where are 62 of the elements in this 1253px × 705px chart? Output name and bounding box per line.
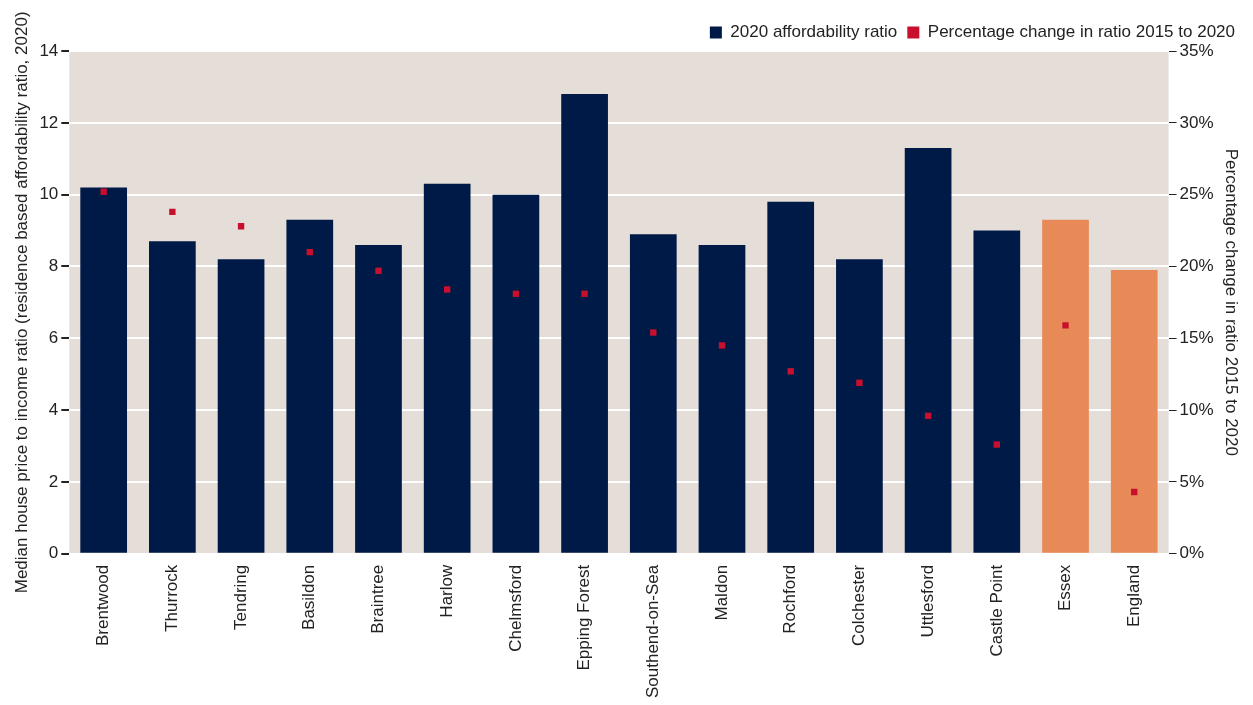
x-tick-label: Essex <box>1055 564 1075 612</box>
bar <box>355 244 402 553</box>
x-tick-label: Basildon <box>299 564 319 630</box>
y2-tick-label: 15% <box>1179 327 1214 347</box>
y-tick-label: 12 <box>39 112 59 132</box>
y-tick-label: 14 <box>39 40 59 60</box>
point <box>444 286 451 293</box>
x-tick-label: England <box>1123 564 1143 628</box>
point <box>1062 322 1069 329</box>
legend-label: 2020 affordability ratio <box>730 22 898 42</box>
bar <box>767 201 815 553</box>
x-tick-label: Braintree <box>368 564 388 634</box>
y2-axis-title: Percentage change in ratio 2015 to 2020 <box>1222 148 1242 456</box>
y2-tick-label: 30% <box>1179 112 1214 132</box>
x-tick-label: Brentwood <box>93 564 113 647</box>
bar <box>80 187 128 553</box>
bar <box>836 259 883 553</box>
bar <box>492 194 540 553</box>
point <box>169 208 176 216</box>
bar <box>1042 219 1089 553</box>
y-tick-label: 4 <box>48 399 59 419</box>
point <box>856 379 863 386</box>
bar <box>698 244 746 553</box>
point <box>375 267 382 274</box>
point <box>993 441 1000 448</box>
y-tick-label: 6 <box>48 327 59 347</box>
point <box>581 290 588 297</box>
y-tick-label: 8 <box>48 256 59 276</box>
point <box>650 329 657 336</box>
x-tick-label: Thurrock <box>162 564 182 632</box>
y2-tick-label: 25% <box>1179 184 1214 204</box>
bar <box>423 183 471 553</box>
x-tick-label: Colchester <box>849 564 869 646</box>
x-tick-label: Maldon <box>711 564 731 621</box>
y2-tick-label: 35% <box>1179 40 1214 60</box>
y2-tick-label: 20% <box>1179 256 1214 276</box>
x-tick-label: Chelmsford <box>505 564 525 652</box>
bar <box>973 230 1021 553</box>
bar <box>1110 270 1158 553</box>
x-tick-label: Castle Point <box>986 564 1006 657</box>
bar <box>629 234 677 553</box>
y2-tick-label: 5% <box>1179 471 1205 491</box>
y-tick-label: 10 <box>39 184 59 204</box>
x-tick-label: Epping Forest <box>574 564 594 671</box>
point <box>100 188 107 195</box>
y-axis-title: Median house price to income ratio (residence based affordability ratio, 2020) <box>11 11 31 594</box>
x-tick-label: Harlow <box>436 564 456 618</box>
y2-tick-label: 10% <box>1179 399 1214 419</box>
point <box>718 342 726 349</box>
bar <box>286 219 334 553</box>
x-tick-label: Rochford <box>780 564 800 634</box>
legend-label: Percentage change in ratio 2015 to 2020 <box>927 22 1236 42</box>
x-tick-label: Southend-on-Sea <box>642 564 662 699</box>
x-tick-label: Tendring <box>230 564 250 630</box>
bar <box>904 147 952 553</box>
bar <box>561 94 608 553</box>
bar <box>149 241 196 553</box>
y2-tick-label: 0% <box>1179 543 1205 563</box>
y-tick-label: 2 <box>48 471 59 491</box>
bar <box>217 259 265 553</box>
x-tick-label: Uttlesford <box>917 564 937 638</box>
y-tick-label: 0 <box>48 543 59 563</box>
